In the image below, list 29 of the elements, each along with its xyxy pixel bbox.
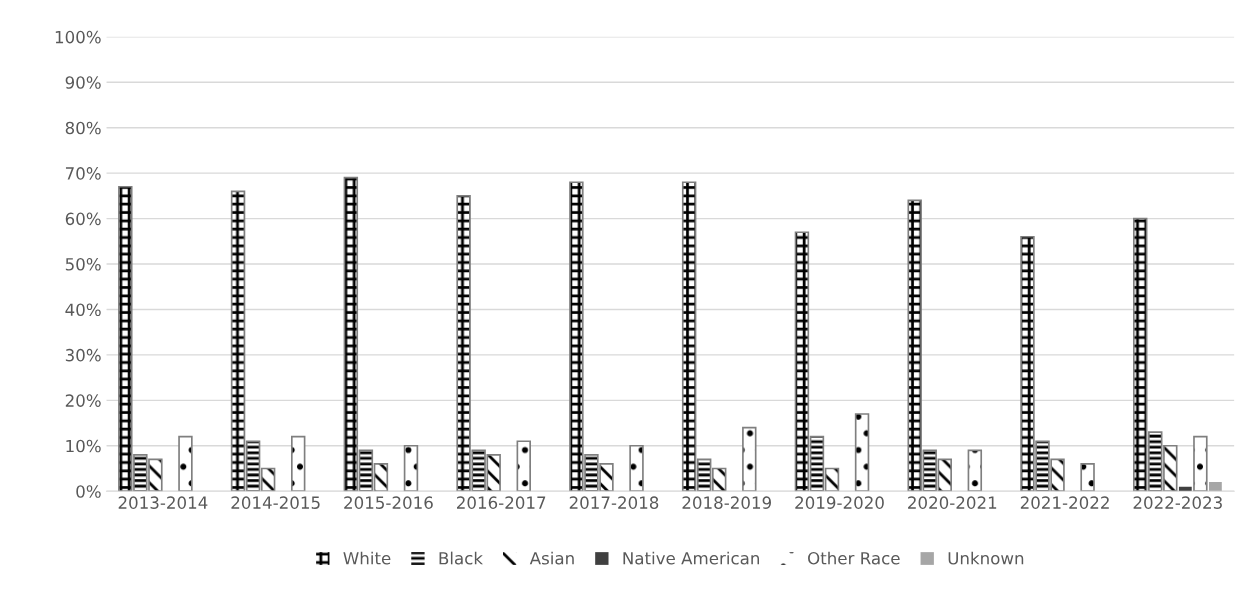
legend-label: Unknown: [948, 551, 1024, 565]
y-tick-label: 80%: [65, 121, 101, 135]
bar: [1209, 482, 1222, 492]
legend-label: White: [343, 551, 391, 565]
x-tick-label: 2017-2018: [569, 496, 659, 509]
y-tick-label: 70%: [65, 167, 101, 180]
x-tick-label: 2018-2019: [682, 496, 771, 509]
bar: [1178, 486, 1192, 492]
legend-label: Other Race: [808, 551, 900, 565]
x-tick-label: 2013-2014: [118, 496, 208, 509]
x-tick-label: 2021-2022: [1020, 496, 1109, 509]
x-tick-label: 2016-2017: [457, 496, 546, 509]
y-tick-label: 100%: [55, 30, 101, 44]
legend-label: Asian: [529, 551, 574, 565]
x-tick-label: 2022-2023: [1133, 496, 1222, 509]
y-tick-label: 30%: [65, 348, 101, 362]
y-tick-label: 10%: [66, 439, 101, 453]
x-tick-label: 2019-2020: [795, 496, 884, 509]
y-tick-label: 0%: [76, 485, 101, 498]
x-tick-label: 2015-2016: [344, 496, 433, 509]
y-tick-label: 50%: [65, 257, 101, 271]
x-tick-label: 2014-2015: [231, 496, 320, 509]
legend-label: Native American: [623, 551, 759, 565]
y-tick-label: 40%: [65, 303, 101, 317]
y-tick-label: 60%: [65, 212, 101, 226]
x-tick-label: 2020-2021: [908, 496, 997, 509]
legend-label: Black: [439, 551, 483, 565]
y-tick-label: 20%: [65, 394, 101, 407]
y-tick-label: 90%: [65, 76, 101, 89]
